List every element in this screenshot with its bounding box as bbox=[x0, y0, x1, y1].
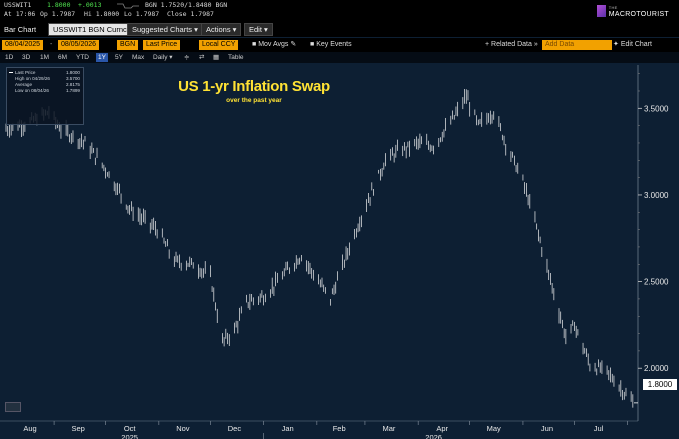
legend-low-value: 1.7899 bbox=[65, 88, 80, 93]
start-date-field[interactable]: 08/04/2025 bbox=[2, 40, 44, 50]
actions-button[interactable]: Actions ▾ bbox=[201, 23, 242, 36]
legend-box: Last Price 1.8000 High on 04/29/26 3.570… bbox=[6, 67, 84, 125]
legend-swatch bbox=[9, 72, 13, 73]
chart-plot: 3.5000 3.0000 2.5000 2.0000 Aug Sep Oct Nov Dec J… bbox=[0, 65, 669, 439]
sparkline-icon bbox=[117, 3, 139, 9]
legend-high-value: 3.5700 bbox=[65, 76, 80, 81]
zoom-icon[interactable] bbox=[5, 402, 21, 412]
range-6m[interactable]: 6M bbox=[58, 54, 68, 61]
x-year-label: 2025 bbox=[121, 433, 138, 439]
legend-last: Last Price 1.8000 bbox=[9, 70, 80, 76]
macrotourist-logo: THE MACROTOURIST bbox=[596, 4, 669, 18]
legend-avg-value: 2.8175 bbox=[65, 82, 80, 87]
ticker-low: Lo 1.7987 bbox=[124, 10, 160, 18]
ticker-close: Close 1.7987 bbox=[167, 10, 214, 18]
legend-high-label: High on 04/29/26 bbox=[15, 76, 50, 81]
y-tick-label: 2.5000 bbox=[644, 278, 669, 287]
x-tick-label: Mar bbox=[383, 424, 396, 433]
zoom-range-icon[interactable]: ⇄ bbox=[199, 54, 205, 61]
legend-low: Low on 08/04/26 1.7899 bbox=[15, 88, 80, 94]
suggested-charts-button[interactable]: Suggested Charts ▾ bbox=[127, 23, 203, 36]
frequency-select[interactable]: Daily ▾ bbox=[153, 54, 173, 61]
legend-last-value: 1.8000 bbox=[65, 70, 80, 75]
field-select[interactable]: Last Price bbox=[143, 40, 181, 50]
bar-chart-label: Bar Chart bbox=[4, 25, 37, 34]
legend-last-label: Last Price bbox=[15, 70, 36, 75]
x-tick-label: Aug bbox=[23, 424, 36, 433]
legend-low-label: Low on 08/04/26 bbox=[15, 88, 49, 93]
related-data-button[interactable]: + Related Data » bbox=[485, 41, 538, 48]
y-tick-label: 2.0000 bbox=[644, 364, 669, 373]
end-date-field[interactable]: 08/05/2026 bbox=[58, 40, 100, 50]
logo-top: THE bbox=[608, 5, 618, 10]
ticker-open: Op 1.7987 bbox=[40, 10, 76, 18]
settings-icon: ✦ bbox=[613, 41, 619, 48]
ticker-last: 1.8000 bbox=[47, 1, 71, 9]
x-tick-label: May bbox=[487, 424, 501, 433]
table-icon[interactable]: ▦ bbox=[213, 54, 220, 61]
y-tick-label: 3.5000 bbox=[644, 104, 669, 113]
key-events-label: Key Events bbox=[316, 41, 352, 48]
price-series bbox=[5, 88, 634, 408]
x-tick-label: Feb bbox=[333, 424, 346, 433]
key-events-toggle[interactable]: ■ Key Events bbox=[310, 41, 352, 48]
edit-button[interactable]: Edit ▾ bbox=[244, 23, 273, 36]
ticker-symbol: USSWIT1 bbox=[4, 1, 32, 9]
x-tick-label: Jul bbox=[594, 424, 604, 433]
currency-select[interactable]: Local CCY bbox=[199, 40, 239, 50]
chart-title: US 1-yr Inflation Swap bbox=[178, 78, 330, 95]
toolbar: Bar Chart USSWIT1 BGN Curnc Suggested Ch… bbox=[0, 22, 679, 37]
mov-avgs-label: Mov Avgs bbox=[258, 41, 289, 48]
legend-average: Average 2.8175 bbox=[15, 82, 80, 88]
security-tab[interactable]: USSWIT1 BGN Curnc bbox=[48, 23, 132, 36]
range-1y[interactable]: 1Y bbox=[96, 53, 108, 62]
range-1m[interactable]: 1M bbox=[40, 54, 50, 61]
x-year-label: 2026 bbox=[425, 433, 442, 439]
y-tick-label: 3.0000 bbox=[644, 191, 669, 200]
legend-high: High on 04/29/26 3.5700 bbox=[15, 76, 80, 82]
x-tick-label: Apr bbox=[436, 424, 448, 433]
logo-name: MACROTOURIST bbox=[608, 11, 669, 18]
edit-chart-label: Edit Chart bbox=[620, 41, 652, 48]
x-tick-label: Nov bbox=[176, 424, 190, 433]
range-5y[interactable]: 5Y bbox=[115, 54, 123, 61]
x-tick-label: Dec bbox=[228, 424, 242, 433]
ticker-high: Hi 1.8000 bbox=[84, 10, 120, 18]
chart-subtitle: over the past year bbox=[226, 97, 282, 104]
x-tick-label: Jun bbox=[541, 424, 553, 433]
range-3d[interactable]: 3D bbox=[22, 54, 31, 61]
controls-row: 08/04/2025 - 08/05/2026 BGN Last Price L… bbox=[0, 38, 679, 52]
ticker-bid-ask: BGN 1.7520/1.8480 BGN bbox=[145, 1, 228, 9]
range-1d[interactable]: 1D bbox=[5, 54, 14, 61]
ticker-bar: USSWIT1 1.8000 +.0013 BGN 1.7520/1.8480 … bbox=[0, 0, 679, 22]
ticker-at: At 17:06 bbox=[4, 10, 36, 18]
range-row: 1D 3D 1M 6M YTD 1Y 5Y Max Daily ▾ ≑ ⇄ ▦ … bbox=[0, 52, 679, 63]
source-field[interactable]: BGN bbox=[117, 40, 139, 50]
x-tick-label: Sep bbox=[71, 424, 84, 433]
x-tick-label: Jan bbox=[282, 424, 294, 433]
table-button[interactable]: Table bbox=[228, 54, 244, 61]
axes: 3.5000 3.0000 2.5000 2.0000 Aug Sep Oct Nov Dec J… bbox=[0, 65, 669, 439]
range-ytd[interactable]: YTD bbox=[76, 54, 89, 61]
line-chart-icon[interactable]: ≑ bbox=[184, 54, 190, 61]
range-max[interactable]: Max bbox=[132, 54, 145, 61]
x-tick-label: Oct bbox=[124, 424, 137, 433]
legend-avg-label: Average bbox=[15, 82, 33, 87]
mov-avgs-toggle[interactable]: ■ Mov Avgs ✎ bbox=[252, 41, 297, 48]
last-price-label: 1.8000 bbox=[643, 379, 677, 390]
logo-icon bbox=[596, 5, 606, 17]
edit-chart-button[interactable]: ✦ Edit Chart bbox=[613, 40, 652, 50]
add-data-input[interactable]: Add Data bbox=[542, 40, 612, 50]
ticker-change: +.0013 bbox=[78, 1, 102, 9]
pencil-icon: ✎ bbox=[290, 41, 297, 48]
